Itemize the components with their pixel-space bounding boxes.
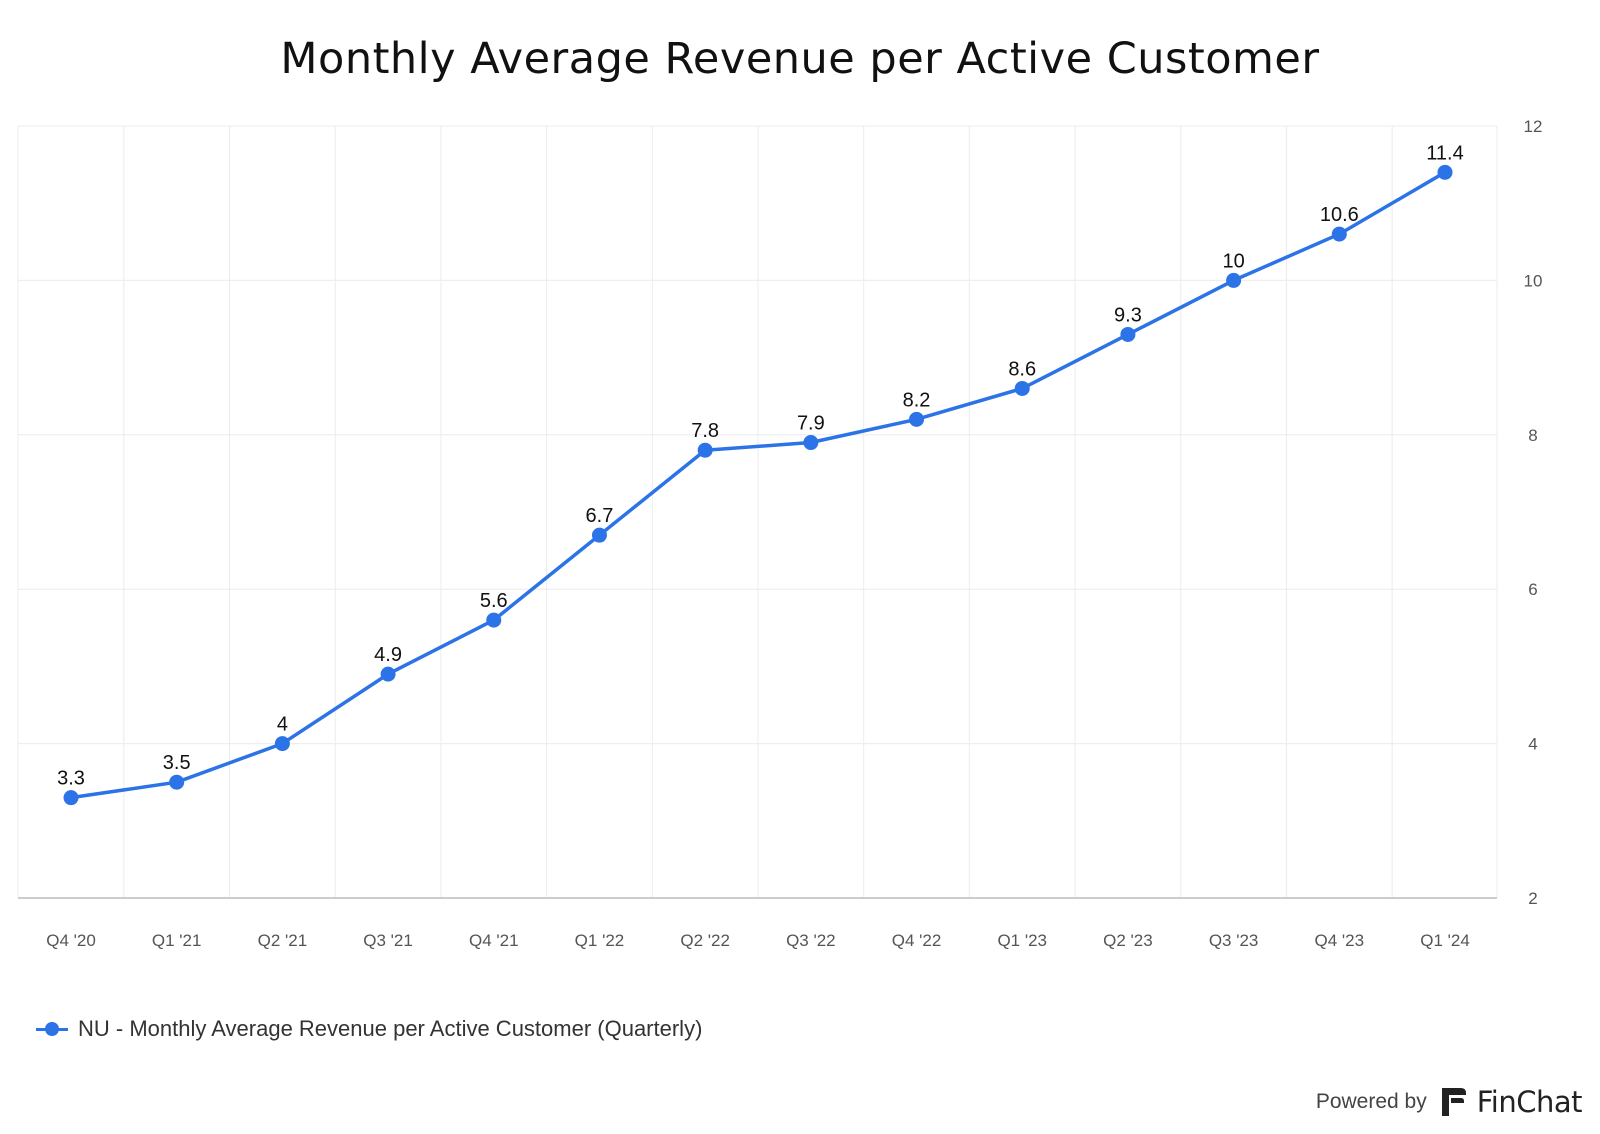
x-tick-label: Q4 '20 [46, 931, 96, 950]
axis-layer: 2 4 6 8 10 12 Q4 '20 Q1 '21 Q2 '21 Q3 '21 Q4 '21 Q1… [18, 117, 1542, 950]
legend-series-label: NU - Monthly Average Revenue per Active … [78, 1016, 703, 1041]
series-line [69, 170, 1447, 800]
line-chart: 2 4 6 8 10 12 Q4 '20 Q1 '21 Q2 '21 Q3 '21 Q4 '21 Q1… [17, 117, 1542, 950]
data-point[interactable] [697, 442, 713, 458]
x-tick-label: Q3 '22 [786, 931, 836, 950]
chart-title: Monthly Average Revenue per Active Custo… [280, 34, 1320, 84]
data-label-layer: 3.3 3.5 4 4.9 5.6 6.7 7.8 7.9 8.2 8.6 9.3 10 10.6 11.… [57, 142, 1464, 789]
data-point[interactable] [803, 435, 819, 451]
data-point[interactable] [591, 527, 607, 543]
x-tick-label: Q2 '22 [680, 931, 730, 950]
data-label: 5.6 [480, 590, 508, 612]
x-tick-label: Q1 '24 [1420, 931, 1470, 950]
data-point[interactable] [1437, 164, 1453, 180]
x-tick-label: Q3 '23 [1209, 931, 1259, 950]
data-point[interactable] [486, 612, 502, 628]
series-layer [63, 164, 1453, 806]
data-label: 8.6 [1008, 358, 1036, 380]
y-tick-label: 12 [1524, 117, 1543, 136]
finchat-brand: FinChat [1476, 1085, 1583, 1119]
data-label: 7.8 [691, 420, 719, 442]
data-label: 10.6 [1320, 204, 1359, 226]
x-tick-label: Q1 '21 [152, 931, 202, 950]
x-tick-label: Q1 '22 [575, 931, 625, 950]
x-tick-label: Q3 '21 [363, 931, 413, 950]
powered-by-label: Powered by [1315, 1090, 1427, 1113]
data-point[interactable] [1331, 226, 1347, 242]
data-label: 4.9 [374, 644, 402, 666]
finchat-logo-icon [1441, 1088, 1466, 1116]
legend-series-marker-icon [36, 1022, 68, 1036]
data-point[interactable] [169, 774, 185, 790]
y-tick-label: 10 [1524, 271, 1543, 290]
x-tick-label: Q4 '23 [1315, 931, 1365, 950]
y-tick-label: 6 [1528, 580, 1537, 599]
data-point[interactable] [1014, 380, 1030, 396]
data-label: 6.7 [586, 505, 614, 527]
x-tick-label: Q4 '21 [469, 931, 519, 950]
data-point[interactable] [1226, 272, 1242, 288]
data-label: 10 [1222, 250, 1244, 272]
y-tick-label: 4 [1528, 735, 1537, 754]
data-point[interactable] [274, 736, 290, 752]
y-tick-label: 8 [1528, 426, 1537, 445]
x-tick-label: Q2 '21 [258, 931, 308, 950]
data-label: 3.3 [57, 768, 85, 790]
data-label: 3.5 [163, 752, 191, 774]
x-tick-label: Q4 '22 [892, 931, 942, 950]
data-label: 4 [277, 714, 288, 736]
data-label: 7.9 [797, 413, 825, 435]
y-tick-label: 2 [1528, 889, 1537, 908]
data-label: 9.3 [1114, 304, 1142, 326]
data-point[interactable] [909, 411, 925, 427]
data-label: 8.2 [903, 389, 931, 411]
grid-layer [17, 125, 1498, 898]
data-point[interactable] [1120, 326, 1136, 342]
attribution-footer[interactable]: Powered by FinChat [1315, 1085, 1583, 1119]
data-point[interactable] [63, 790, 79, 806]
x-tick-label: Q2 '23 [1103, 931, 1153, 950]
data-point[interactable] [380, 666, 396, 682]
chart-legend[interactable]: NU - Monthly Average Revenue per Active … [36, 1014, 702, 1044]
data-label: 11.4 [1426, 142, 1463, 164]
x-tick-label: Q1 '23 [997, 931, 1047, 950]
